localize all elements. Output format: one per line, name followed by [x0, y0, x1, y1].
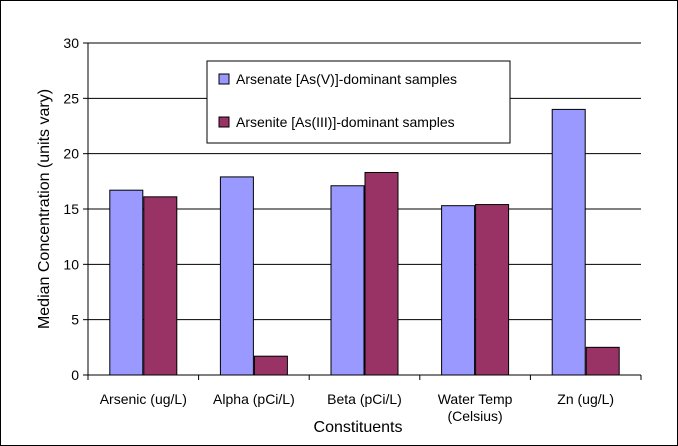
- y-tick-label: 5: [71, 312, 79, 328]
- legend-label: Arsenite [As(III)]-dominant samples: [236, 114, 455, 130]
- bars: [109, 108, 620, 376]
- x-tick-label: Water Temp: [438, 391, 513, 407]
- bar-series-2-category-2: [253, 355, 288, 376]
- x-tick-label: Zn (ug/L): [557, 391, 614, 407]
- bar-series-2-category-4: [475, 204, 510, 376]
- y-axis-title: Median Concentration (units vary): [36, 89, 53, 329]
- bar-series-1-category-3: [330, 185, 365, 376]
- bar-series-1-category-4: [441, 205, 476, 376]
- y-tick-label: 30: [63, 35, 79, 51]
- x-axis-title: Constituents: [314, 419, 403, 436]
- y-tick-label: 20: [63, 146, 79, 162]
- bar-series-1-category-5: [551, 108, 586, 376]
- y-tick-label: 0: [71, 367, 79, 383]
- x-tick-label: Beta (pCi/L): [327, 391, 402, 407]
- legend-label: Arsenate [As(V)]-dominant samples: [236, 71, 457, 87]
- tick-labels: 0 5 10 15 20 25 30 Arsenic (ug/L) Alpha (pCi/L) B…: [63, 35, 614, 424]
- bar-series-2-category-1: [143, 196, 178, 376]
- x-tick-label: Alpha (pCi/L): [213, 391, 295, 407]
- bar-series-1-category-2: [219, 176, 254, 376]
- bar-series-1-category-1: [109, 189, 144, 376]
- y-tick-label: 25: [63, 90, 79, 106]
- bar-series-2-category-5: [585, 346, 620, 376]
- legend: Arsenate [As(V)]-dominant samples Arsenit…: [206, 60, 511, 144]
- x-tick-label: (Celsius): [447, 408, 502, 424]
- bar-series-2-category-3: [364, 171, 399, 376]
- x-tick-label: Arsenic (ug/L): [100, 391, 187, 407]
- legend-box: [206, 60, 511, 144]
- axes: [83, 42, 642, 380]
- legend-swatch: [218, 116, 230, 128]
- y-tick-label: 15: [63, 201, 79, 217]
- y-tick-label: 10: [63, 256, 79, 272]
- legend-swatch: [218, 73, 230, 85]
